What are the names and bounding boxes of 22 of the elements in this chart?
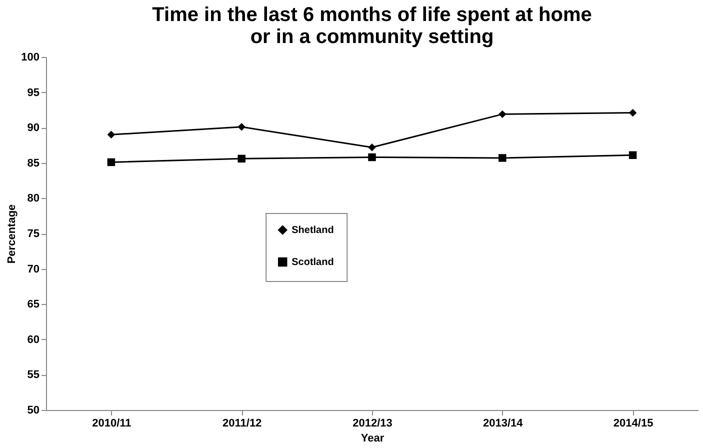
text: or in a community setting — [250, 26, 494, 48]
y-tick-label: 50 — [27, 404, 40, 416]
y-axis-title: Percentage — [6, 204, 18, 264]
y-tick-label: 100 — [21, 52, 40, 64]
x-tick-label: 2012/13 — [352, 418, 392, 430]
x-axis-title: Year — [360, 432, 385, 444]
y-tick-label: 70 — [27, 263, 40, 276]
y-tick-label: 75 — [27, 228, 40, 240]
x-tick-label: 2010/11 — [92, 418, 132, 430]
x-tick-label: 2011/12 — [222, 418, 262, 430]
y-tick-label: 55 — [27, 369, 40, 382]
text: Time in the last 6 months of life spent at home — [152, 4, 592, 26]
legend-label: Shetland — [292, 225, 334, 236]
y-tick-label: 85 — [27, 157, 40, 170]
y-tick-label: 80 — [27, 192, 40, 205]
legend-label: Scotland — [292, 257, 334, 268]
y-tick-label: 95 — [27, 86, 40, 99]
x-tick-label: 2013/14 — [483, 418, 524, 430]
y-tick-label: 60 — [27, 334, 40, 346]
y-tick-label: 65 — [27, 298, 40, 311]
y-tick-label: 90 — [27, 122, 40, 134]
x-tick-label: 2014/15 — [613, 418, 654, 430]
